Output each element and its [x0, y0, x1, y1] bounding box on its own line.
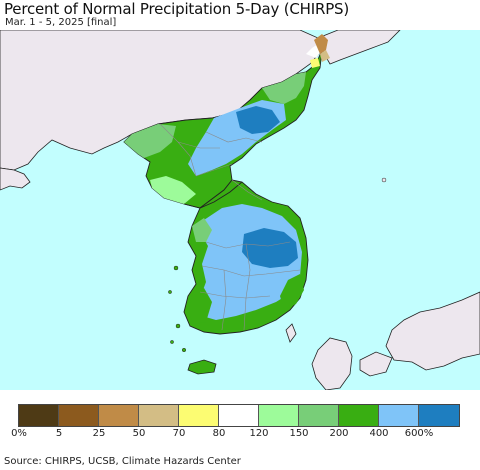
legend-swatch: [99, 405, 139, 426]
legend-swatch: [339, 405, 379, 426]
sk-southwest-green: [188, 288, 212, 324]
japan-kyushu: [311, 337, 353, 390]
japan-shikoku: [359, 351, 393, 377]
legend-tick-label: 0%: [11, 428, 27, 439]
province-boundaries: [159, 123, 301, 331]
ulleung-island: [381, 177, 387, 183]
legend-swatch: [219, 405, 259, 426]
sk-east-coast-green: [280, 274, 304, 310]
map-title: Percent of Normal Precipitation 5-Day (C…: [4, 0, 350, 18]
legend-swatch: [379, 405, 419, 426]
tsushima-island: [285, 323, 297, 343]
legend-swatch: [19, 405, 59, 426]
precipitation-map: [0, 30, 480, 390]
dmz-border: [183, 181, 243, 209]
map-subtitle: Mar. 1 - 5, 2025 [final]: [5, 17, 117, 28]
nk-northeast-tip-tan: [314, 34, 328, 54]
western-islands: [168, 265, 187, 353]
japan-honshu: [385, 291, 480, 371]
legend-swatch: [299, 405, 339, 426]
nk-northeast-tip-beige: [320, 50, 330, 62]
legend-tick-label: 25: [92, 428, 106, 439]
sk-interior-darkblue: [242, 228, 298, 268]
nk-west-coast-patch: [124, 124, 176, 158]
liaodong-peninsula: [0, 167, 31, 191]
legend-tick-label: 200: [329, 428, 349, 439]
legend-swatch: [419, 405, 459, 426]
legend-swatch: [179, 405, 219, 426]
nk-interior-darkblue: [236, 106, 280, 134]
legend-swatch: [259, 405, 299, 426]
legend-tick-label: 400: [369, 428, 389, 439]
nk-northeast-tip-yellow: [310, 58, 320, 68]
legend-tick-label: 5: [55, 428, 63, 439]
source-credit: Source: CHIRPS, UCSB, Climate Hazards Ce…: [4, 456, 241, 467]
legend-swatch: [59, 405, 99, 426]
sk-northwest-lightgreen: [192, 218, 212, 242]
legend-tick-label: 600%: [404, 428, 434, 439]
legend-tick-label: 50: [132, 428, 146, 439]
legend-colorbar: [18, 404, 460, 427]
legend-swatch: [139, 405, 179, 426]
legend-tick-label: 120: [249, 428, 269, 439]
nk-northeast-patch: [262, 72, 306, 104]
nk-southwest-patch: [150, 176, 196, 204]
legend-tick-label: 150: [289, 428, 309, 439]
jeju-island: [187, 359, 217, 375]
legend-tick-label: 70: [172, 428, 186, 439]
legend-tick-label: 80: [212, 428, 226, 439]
